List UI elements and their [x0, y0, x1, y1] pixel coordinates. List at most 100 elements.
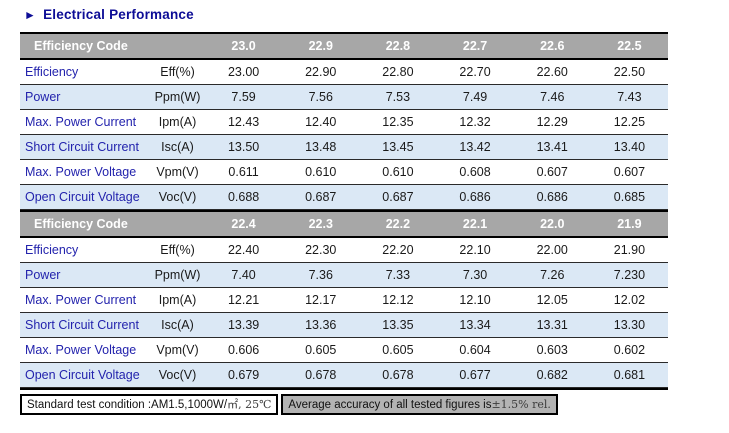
row-unit-label: Isc(A) — [161, 140, 194, 154]
electrical-performance-table: Efficiency Code 23.0 22.9 22.8 22.7 22.6 22.5 E… — [20, 32, 668, 390]
efficiency-code-header-row: Efficiency Code 22.4 22.3 22.2 22.1 22.0 21.9 — [20, 210, 668, 238]
row-unit-label: Voc(V) — [158, 190, 197, 204]
page-title: ► Electrical Performance — [24, 7, 194, 22]
row-value-cell: 22.70 — [459, 65, 491, 79]
table-row: Max. Power Current Ipm(A) 12.21 12.17 12.12 1… — [20, 288, 668, 313]
row-value-cell: 12.21 — [227, 293, 260, 307]
row-value-cell: 7.43 — [617, 90, 642, 104]
row-value-cell: 0.687 — [305, 190, 337, 204]
row-value-cell: 12.10 — [459, 293, 491, 307]
row-value-cell: 7.46 — [540, 90, 565, 104]
row-value-cell: 0.605 — [382, 343, 414, 357]
row-unit-label: Vpm(V) — [156, 343, 199, 357]
row-unit-label: Ppm(W) — [154, 90, 201, 104]
row-parameter-label: Max. Power Voltage — [25, 165, 137, 179]
row-value-cell: 7.56 — [308, 90, 333, 104]
efficiency-code-value: 22.9 — [308, 39, 333, 53]
standard-test-condition-text: Standard test condition :AM1.5,1000W/ — [27, 399, 228, 411]
row-value-cell: 12.29 — [536, 115, 568, 129]
efficiency-code-value: 22.6 — [540, 39, 565, 53]
efficiency-code-value: 22.1 — [462, 217, 488, 231]
row-value-cell: 7.30 — [462, 268, 488, 282]
row-unit-label: Ppm(W) — [154, 268, 201, 282]
row-value-cell: 13.35 — [382, 318, 414, 332]
row-value-cell: 7.59 — [231, 90, 256, 104]
row-value-cell: 13.40 — [613, 140, 646, 154]
table-row: Short Circuit Current Isc(A) 13.39 13.36 13.… — [20, 313, 668, 338]
row-parameter-label: Open Circuit Voltage — [25, 190, 140, 204]
row-value-cell: 13.50 — [227, 140, 260, 154]
row-value-cell: 22.30 — [305, 243, 337, 257]
row-value-cell: 12.32 — [459, 115, 491, 129]
row-parameter-label: Short Circuit Current — [25, 318, 139, 332]
row-value-cell: 0.606 — [227, 343, 260, 357]
efficiency-code-value: 22.8 — [385, 39, 411, 53]
row-value-cell: 22.20 — [382, 243, 414, 257]
row-value-cell: 13.41 — [536, 140, 568, 154]
efficiency-code-value: 22.3 — [308, 217, 333, 231]
row-value-cell: 21.90 — [613, 243, 646, 257]
efficiency-code-value: 22.0 — [540, 217, 565, 231]
accuracy-note: Average accuracy of all tested figures i… — [281, 394, 558, 415]
footer-notes: Standard test condition :AM1.5,1000W/㎡, … — [20, 394, 558, 415]
row-value-cell: 13.36 — [305, 318, 337, 332]
row-value-cell: 0.686 — [536, 190, 568, 204]
row-value-cell: 0.610 — [305, 165, 337, 179]
row-value-cell: 0.678 — [382, 368, 414, 382]
row-parameter-label: Max. Power Current — [25, 115, 137, 129]
row-value-cell: 7.40 — [231, 268, 256, 282]
row-unit-label: Ipm(A) — [158, 115, 197, 129]
efficiency-code-header-row: Efficiency Code 23.0 22.9 22.8 22.7 22.6 22.5 — [20, 32, 668, 60]
row-value-cell: 0.682 — [536, 368, 568, 382]
row-value-cell: 0.605 — [305, 343, 337, 357]
row-value-cell: 0.688 — [227, 190, 260, 204]
row-parameter-label: Open Circuit Voltage — [25, 368, 140, 382]
arrow-right-icon: ► — [24, 7, 37, 22]
row-parameter-label: Power — [25, 268, 61, 282]
efficiency-code-value: 22.7 — [462, 39, 488, 53]
efficiency-code-value: 23.0 — [231, 39, 256, 53]
table-row: Max. Power Voltage Vpm(V) 0.606 0.605 0.605 0… — [20, 338, 668, 363]
table-row: Efficiency Eff(%) 22.40 22.30 22.20 22.10 22.0… — [20, 238, 668, 263]
row-value-cell: 13.30 — [613, 318, 646, 332]
row-value-cell: 12.35 — [382, 115, 414, 129]
row-unit-label: Isc(A) — [161, 318, 194, 332]
standard-test-condition-units: ㎡, 25℃ — [227, 398, 272, 411]
row-value-cell: 12.05 — [536, 293, 568, 307]
table-row: Efficiency Eff(%) 23.00 22.90 22.80 22.70 22.6… — [20, 60, 668, 85]
row-value-cell: 0.677 — [459, 368, 491, 382]
row-value-cell: 0.678 — [305, 368, 337, 382]
row-parameter-label: Max. Power Voltage — [25, 343, 137, 357]
row-value-cell: 13.48 — [305, 140, 337, 154]
table-row: Open Circuit Voltage Voc(V) 0.688 0.687 0.68… — [20, 185, 668, 210]
row-value-cell: 13.34 — [459, 318, 491, 332]
table-row: Power Ppm(W) 7.59 7.56 7.53 7.49 7.46 7.43 — [20, 85, 668, 110]
row-value-cell: 12.25 — [613, 115, 646, 129]
efficiency-code-value: 22.5 — [617, 39, 642, 53]
row-value-cell: 0.687 — [382, 190, 414, 204]
row-value-cell: 22.00 — [536, 243, 568, 257]
row-value-cell: 22.90 — [305, 65, 337, 79]
row-value-cell: 0.607 — [536, 165, 568, 179]
row-parameter-label: Short Circuit Current — [25, 140, 139, 154]
row-value-cell: 0.608 — [459, 165, 491, 179]
row-value-cell: 0.681 — [613, 368, 646, 382]
row-parameter-label: Efficiency — [25, 65, 79, 79]
row-value-cell: 7.36 — [308, 268, 333, 282]
row-value-cell: 0.602 — [613, 343, 646, 357]
row-value-cell: 0.685 — [613, 190, 646, 204]
row-value-cell: 12.17 — [305, 293, 337, 307]
table-row: Short Circuit Current Isc(A) 13.50 13.48 13.… — [20, 135, 668, 160]
row-value-cell: 23.00 — [227, 65, 260, 79]
row-value-cell: 12.40 — [305, 115, 337, 129]
row-value-cell: 22.50 — [613, 65, 646, 79]
row-value-cell: 7.230 — [613, 268, 646, 282]
row-value-cell: 13.31 — [536, 318, 568, 332]
row-value-cell: 7.53 — [385, 90, 411, 104]
row-value-cell: 12.43 — [227, 115, 260, 129]
row-unit-label: Ipm(A) — [158, 293, 197, 307]
standard-test-condition-note: Standard test condition :AM1.5,1000W/㎡, … — [20, 394, 279, 415]
row-value-cell: 0.603 — [536, 343, 568, 357]
efficiency-code-value: 22.2 — [385, 217, 411, 231]
row-unit-label: Voc(V) — [158, 368, 197, 382]
